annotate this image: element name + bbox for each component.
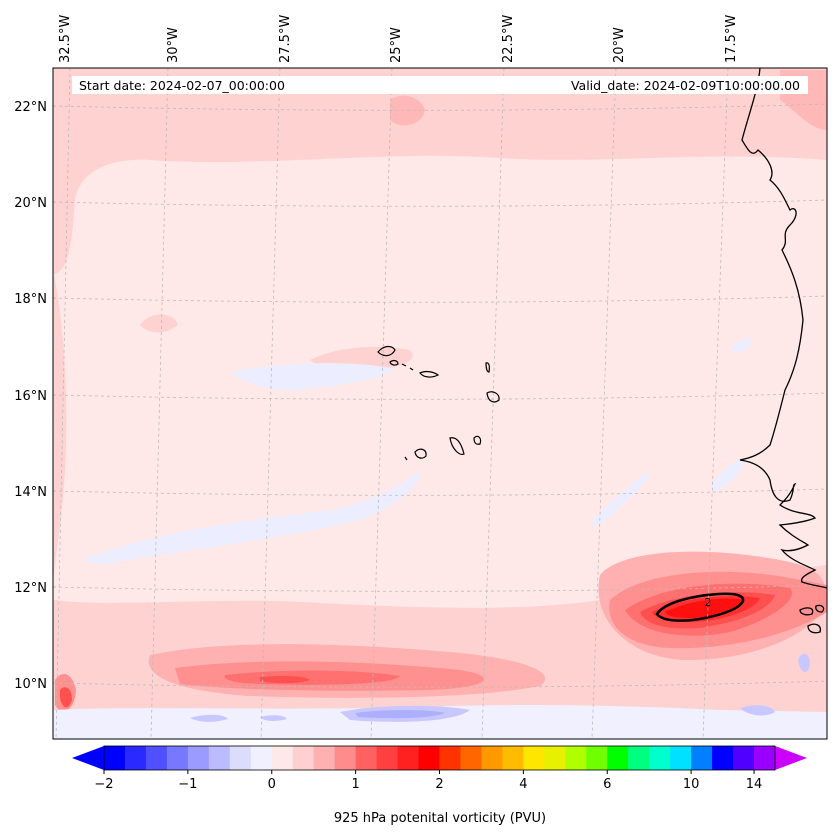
contour-label: 2 <box>705 596 712 609</box>
lat-label: 18°N <box>14 292 47 307</box>
colorbar-cell <box>418 746 440 770</box>
lon-label: 25°W <box>389 27 404 63</box>
colorbar-tick-label: 0 <box>268 777 276 792</box>
graticule <box>53 68 827 739</box>
lon-label: 20°W <box>612 27 627 63</box>
cape-verde-islands <box>377 345 500 461</box>
lon-label: 32.5°W <box>58 15 73 63</box>
colorbar-cell <box>523 746 545 770</box>
colorbar-tick-label: 4 <box>519 777 527 792</box>
colorbar-tick-label: 6 <box>603 777 611 792</box>
map-frame <box>52 67 828 740</box>
colorbar-cell <box>124 746 147 770</box>
colorbar-tick-label: 2 <box>435 777 443 792</box>
colorbar-cell <box>691 746 713 770</box>
colorbar-cell <box>271 746 294 770</box>
colorbar-cell <box>712 746 734 770</box>
colorbar-cell <box>208 746 231 770</box>
colorbar-cell <box>670 746 692 770</box>
colorbar-cell <box>292 746 315 770</box>
lat-label: 22°N <box>14 100 47 115</box>
colorbar-cell <box>607 746 629 770</box>
lon-label: 30°W <box>166 27 181 63</box>
lat-label: 14°N <box>14 485 47 500</box>
colorbar: −2 −1 0 1 2 4 6 10 14 925 hPa potenital vorticit… <box>72 745 807 826</box>
pv-field <box>53 68 827 739</box>
date-annotation-box <box>72 76 808 94</box>
colorbar-cell <box>754 746 776 770</box>
colorbar-cell <box>376 746 398 770</box>
lat-label: 20°N <box>14 196 47 211</box>
colorbar-cell <box>502 746 524 770</box>
coastline <box>739 68 827 634</box>
longitude-labels: 32.5°W 30°W 27.5°W 25°W 22.5°W 20°W 17.5… <box>58 15 739 63</box>
lat-label: 12°N <box>14 581 47 596</box>
colorbar-cell <box>586 746 608 770</box>
colorbar-tick-label: 1 <box>351 777 359 792</box>
colorbar-cell <box>439 746 461 770</box>
colorbar-cell <box>229 746 252 770</box>
colorbar-extend-low <box>72 746 104 770</box>
colorbar-cell <box>565 746 587 770</box>
colorbar-cell <box>145 746 168 770</box>
lon-label: 17.5°W <box>724 15 739 63</box>
colorbar-tick-label: −1 <box>178 777 197 792</box>
colorbar-cell <box>355 746 377 770</box>
colorbar-cell <box>544 746 566 770</box>
colorbar-tick-label: 10 <box>683 777 700 792</box>
colorbar-tick-label: 14 <box>746 777 763 792</box>
colorbar-cell <box>481 746 503 770</box>
latitude-labels: 22°N 20°N 18°N 16°N 14°N 12°N 10°N <box>14 100 47 692</box>
colorbar-tick-label: −2 <box>94 777 113 792</box>
colorbar-label: 925 hPa potenital vorticity (PVU) <box>334 811 546 826</box>
lon-label: 22.5°W <box>501 15 516 63</box>
colorbar-cell <box>733 746 755 770</box>
colorbar-cell <box>460 746 482 770</box>
colorbar-cell <box>649 746 671 770</box>
colorbar-extend-high <box>775 746 807 770</box>
colorbar-cell <box>166 746 189 770</box>
colorbar-ticks: −2 −1 0 1 2 4 6 10 14 <box>94 770 762 792</box>
colorbar-cell <box>397 746 419 770</box>
colorbar-cells <box>104 746 776 770</box>
colorbar-cell <box>187 746 210 770</box>
colorbar-cell <box>334 746 357 770</box>
colorbar-cell <box>628 746 650 770</box>
colorbar-cell <box>313 746 336 770</box>
start-date-label: Start date: 2024-02-07_00:00:00 <box>79 78 285 93</box>
lon-label: 27.5°W <box>278 15 293 63</box>
lat-label: 10°N <box>14 677 47 692</box>
valid-date-label: Valid_date: 2024-02-09T10:00:00.00 <box>571 78 800 93</box>
colorbar-cell <box>104 746 126 770</box>
lat-label: 16°N <box>14 389 47 404</box>
colorbar-cell <box>250 746 273 770</box>
